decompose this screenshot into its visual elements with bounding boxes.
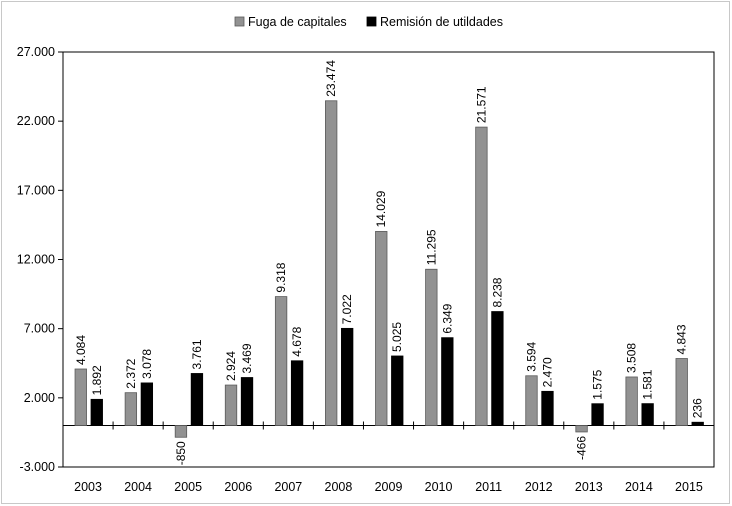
x-tick-label: 2004 [124,480,152,494]
bar-fuga-2009 [375,231,388,426]
bar-remision-2009 [391,355,404,426]
bar-fuga-2011 [475,126,488,426]
y-tick-label: -3.000 [20,460,55,474]
x-tick-label: 2009 [375,480,403,494]
bar-remision-2013 [591,403,604,426]
data-label: 21.571 [474,86,488,123]
bar-remision-2005 [190,373,204,426]
x-tick-label: 2005 [174,480,202,494]
legend: Fuga de capitales Remisión de utildades [234,15,503,29]
data-label: 3.508 [625,343,639,373]
bar-remision-2010 [441,337,454,426]
bar-remision-2008 [341,327,354,426]
data-label: 7.022 [340,294,354,324]
data-label: 3.469 [240,343,254,373]
y-tick-label: 22.000 [17,114,55,128]
x-tick-label: 2003 [74,480,102,494]
data-label: 14.029 [374,190,388,227]
x-tick-label: 2012 [525,480,553,494]
bar-fuga-2013 [575,425,588,433]
data-label: 5.025 [390,322,404,352]
y-tick-label: 27.000 [17,45,55,59]
x-tick-label: 2006 [224,480,252,494]
data-label: 3.761 [190,339,204,369]
x-tick-label: 2011 [475,480,502,494]
bar-fuga-2007 [274,296,288,426]
bar-fuga-2008 [325,100,338,426]
legend-label-fuga: Fuga de capitales [248,15,347,29]
bar-remision-2007 [290,360,304,426]
data-label: 3.594 [524,341,538,371]
data-label: 23.474 [324,60,338,97]
data-label: 4.084 [74,335,88,365]
bar-remision-2003 [90,398,103,426]
bar-fuga-2014 [625,376,638,426]
x-tick-label: 2013 [575,480,603,494]
y-tick-label: 17.000 [17,183,55,197]
data-label: 2.372 [124,358,138,388]
x-axis: 2003 2004 2005 2006 2007 2008 2009 2010 2011 2012… [74,421,703,494]
x-tick-label: 2014 [625,480,653,494]
data-label: 1.892 [90,365,104,395]
data-label: 4.843 [675,324,689,354]
data-label: 4.678 [290,326,304,356]
data-label: 236 [691,398,705,418]
y-tick-label: 12.000 [17,253,55,267]
bar-remision-2012 [541,390,554,426]
x-tick-label: 2015 [675,480,703,494]
bar-fuga-2006 [224,384,238,426]
legend-label-remision: Remisión de utildades [380,15,503,29]
data-label: 1.575 [591,369,605,399]
data-label: 2.924 [224,351,238,381]
legend-swatch-remision [366,16,377,27]
data-label: 2.470 [540,357,554,387]
data-label: 9.318 [274,262,288,292]
bar-remision-2015 [691,421,704,426]
x-tick-label: 2007 [274,480,302,494]
data-label: 8.238 [490,277,504,307]
data-label: 11.295 [424,229,438,265]
bar-fuga-2015 [675,358,688,426]
bar-remision-2014 [641,403,654,426]
bar-remision-2004 [140,382,154,426]
legend-swatch-fuga [234,16,245,27]
data-label: 6.349 [440,303,454,333]
bar-remision-2006 [240,377,254,426]
bar-fuga-2010 [425,268,438,426]
bar-fuga-2012 [525,375,538,426]
x-tick-label: 2010 [425,480,453,494]
y-tick-label: 2.000 [24,391,55,405]
x-tick-label: 2008 [325,480,353,494]
y-tick-label: 7.000 [24,322,55,336]
data-label: 3.078 [140,349,154,379]
data-label: 1.581 [641,369,655,399]
bar-fuga-2004 [124,392,138,426]
bar-fuga-2005 [174,425,188,438]
bar-remision-2011 [491,311,504,426]
y-axis: 27.000 22.000 17.000 12.000 7.000 2.000 -3.000 [17,45,715,474]
data-label: -850 [174,441,188,465]
data-label: -466 [575,436,589,460]
bar-fuga-2003 [74,368,87,426]
